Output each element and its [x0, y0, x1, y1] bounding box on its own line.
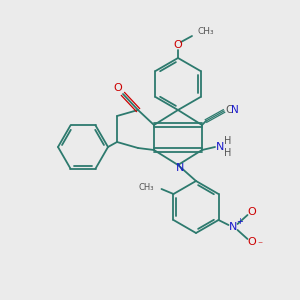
Text: ⁻: ⁻ — [257, 240, 262, 250]
Text: O: O — [114, 83, 122, 93]
Text: N: N — [176, 163, 184, 173]
Text: +: + — [236, 218, 243, 226]
Text: H: H — [224, 148, 232, 158]
Text: N: N — [231, 105, 239, 115]
Text: N: N — [229, 222, 238, 232]
Text: C: C — [225, 105, 233, 115]
Text: O: O — [247, 237, 256, 247]
Text: CH₃: CH₃ — [139, 182, 154, 191]
Text: N: N — [216, 142, 224, 152]
Text: H: H — [224, 136, 232, 146]
Text: O: O — [247, 207, 256, 217]
Text: CH₃: CH₃ — [197, 28, 214, 37]
Text: O: O — [174, 40, 182, 50]
